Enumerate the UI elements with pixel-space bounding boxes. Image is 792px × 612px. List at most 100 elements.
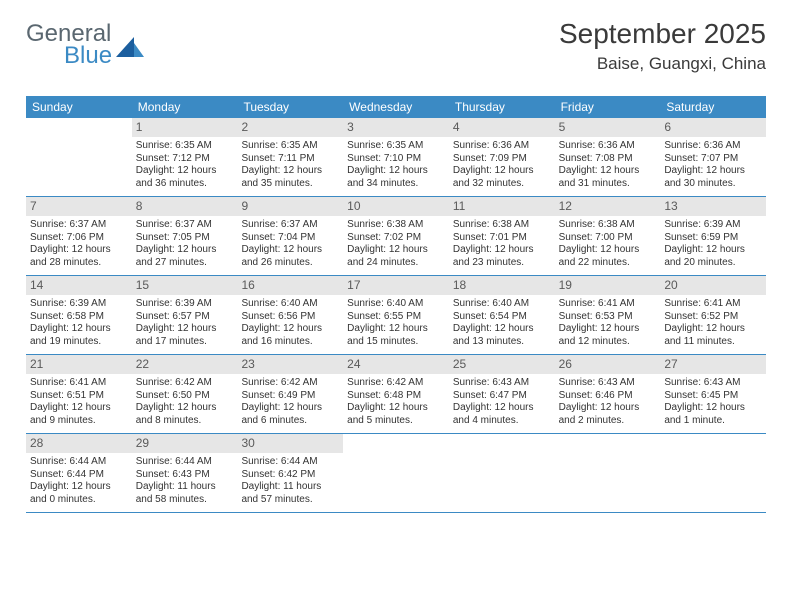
sunset-line: Sunset: 7:02 PM [347, 232, 445, 245]
day-cell: 10Sunrise: 6:38 AMSunset: 7:02 PMDayligh… [343, 197, 449, 275]
day-cell: 22Sunrise: 6:42 AMSunset: 6:50 PMDayligh… [132, 355, 238, 433]
day-cell: 19Sunrise: 6:41 AMSunset: 6:53 PMDayligh… [555, 276, 661, 354]
daylight-line: Daylight: 12 hours and 28 minutes. [30, 244, 128, 269]
day-cell: 16Sunrise: 6:40 AMSunset: 6:56 PMDayligh… [237, 276, 343, 354]
sunset-line: Sunset: 7:01 PM [453, 232, 551, 245]
sunrise-line: Sunrise: 6:43 AM [664, 377, 762, 390]
sunset-line: Sunset: 6:54 PM [453, 311, 551, 324]
daylight-line: Daylight: 11 hours and 57 minutes. [241, 481, 339, 506]
daylight-line: Daylight: 12 hours and 23 minutes. [453, 244, 551, 269]
day-number: 18 [449, 276, 555, 295]
day-cell [26, 118, 132, 196]
day-number: 4 [449, 118, 555, 137]
day-number: 23 [237, 355, 343, 374]
day-number: 26 [555, 355, 661, 374]
day-cell: 20 Sunrise: 6:41 AMSunset: 6:52 PMDayligh… [660, 276, 766, 354]
week-row: 1Sunrise: 6:35 AMSunset: 7:12 PMDaylight… [26, 118, 766, 197]
day-number: 20 [660, 276, 766, 295]
day-number: 6 [660, 118, 766, 137]
day-number: 7 [26, 197, 132, 216]
sunset-line: Sunset: 6:50 PM [136, 390, 234, 403]
day-number: 5 [555, 118, 661, 137]
sunset-line: Sunset: 6:49 PM [241, 390, 339, 403]
sunset-line: Sunset: 6:52 PM [664, 311, 762, 324]
day-cell: 4 Sunrise: 6:36 AMSunset: 7:09 PMDaylight… [449, 118, 555, 196]
sunrise-line: Sunrise: 6:41 AM [664, 298, 762, 311]
daylight-line: Daylight: 12 hours and 30 minutes. [664, 165, 762, 190]
sunset-line: Sunset: 7:08 PM [559, 153, 657, 166]
dow-header: Sunday Monday Tuesday Wednesday Thursday… [26, 96, 766, 118]
sunset-line: Sunset: 7:09 PM [453, 153, 551, 166]
day-number [555, 434, 661, 438]
sunset-line: Sunset: 7:04 PM [241, 232, 339, 245]
location: Baise, Guangxi, China [559, 54, 766, 74]
day-cell [449, 434, 555, 512]
sunrise-line: Sunrise: 6:38 AM [347, 219, 445, 232]
dow-wednesday: Wednesday [343, 96, 449, 118]
day-number: 17 [343, 276, 449, 295]
daylight-line: Daylight: 12 hours and 8 minutes. [136, 402, 234, 427]
sunrise-line: Sunrise: 6:36 AM [453, 140, 551, 153]
week-row: 21Sunrise: 6:41 AMSunset: 6:51 PMDayligh… [26, 355, 766, 434]
sunrise-line: Sunrise: 6:37 AM [241, 219, 339, 232]
day-number: 2 [237, 118, 343, 137]
sunset-line: Sunset: 6:42 PM [241, 469, 339, 482]
dow-monday: Monday [132, 96, 238, 118]
day-number: 13 [660, 197, 766, 216]
day-cell: 21Sunrise: 6:41 AMSunset: 6:51 PMDayligh… [26, 355, 132, 433]
daylight-line: Daylight: 12 hours and 11 minutes. [664, 323, 762, 348]
day-cell: 17 Sunrise: 6:40 AMSunset: 6:55 PMDayligh… [343, 276, 449, 354]
sunrise-line: Sunrise: 6:39 AM [30, 298, 128, 311]
day-cell: 28Sunrise: 6:44 AMSunset: 6:44 PMDayligh… [26, 434, 132, 512]
sunrise-line: Sunrise: 6:38 AM [559, 219, 657, 232]
sunset-line: Sunset: 6:58 PM [30, 311, 128, 324]
sunrise-line: Sunrise: 6:43 AM [453, 377, 551, 390]
sunset-line: Sunset: 6:55 PM [347, 311, 445, 324]
daylight-line: Daylight: 12 hours and 15 minutes. [347, 323, 445, 348]
daylight-line: Daylight: 12 hours and 32 minutes. [453, 165, 551, 190]
daylight-line: Daylight: 12 hours and 4 minutes. [453, 402, 551, 427]
day-number: 25 [449, 355, 555, 374]
sunrise-line: Sunrise: 6:35 AM [241, 140, 339, 153]
day-number: 8 [132, 197, 238, 216]
day-cell: 25Sunrise: 6:43 AMSunset: 6:47 PMDayligh… [449, 355, 555, 433]
daylight-line: Daylight: 12 hours and 27 minutes. [136, 244, 234, 269]
dow-friday: Friday [555, 96, 661, 118]
day-number [449, 434, 555, 438]
sunrise-line: Sunrise: 6:40 AM [347, 298, 445, 311]
sunrise-line: Sunrise: 6:36 AM [559, 140, 657, 153]
day-number [660, 434, 766, 438]
sunset-line: Sunset: 6:59 PM [664, 232, 762, 245]
day-cell [343, 434, 449, 512]
day-number [26, 118, 132, 122]
day-cell: 18Sunrise: 6:40 AMSunset: 6:54 PMDayligh… [449, 276, 555, 354]
daylight-line: Daylight: 12 hours and 13 minutes. [453, 323, 551, 348]
day-cell: 24Sunrise: 6:42 AMSunset: 6:48 PMDayligh… [343, 355, 449, 433]
sunset-line: Sunset: 6:48 PM [347, 390, 445, 403]
day-cell: 13Sunrise: 6:39 AMSunset: 6:59 PMDayligh… [660, 197, 766, 275]
week-row: 28Sunrise: 6:44 AMSunset: 6:44 PMDayligh… [26, 434, 766, 513]
day-cell: 26Sunrise: 6:43 AMSunset: 6:46 PMDayligh… [555, 355, 661, 433]
sunrise-line: Sunrise: 6:41 AM [30, 377, 128, 390]
day-cell: 5Sunrise: 6:36 AMSunset: 7:08 PMDaylight… [555, 118, 661, 196]
day-number: 24 [343, 355, 449, 374]
logo-triangle-icon [116, 37, 144, 57]
sunset-line: Sunset: 7:05 PM [136, 232, 234, 245]
sunrise-line: Sunrise: 6:37 AM [30, 219, 128, 232]
daylight-line: Daylight: 12 hours and 20 minutes. [664, 244, 762, 269]
day-number: 14 [26, 276, 132, 295]
daylight-line: Daylight: 12 hours and 6 minutes. [241, 402, 339, 427]
daylight-line: Daylight: 11 hours and 58 minutes. [136, 481, 234, 506]
day-number: 11 [449, 197, 555, 216]
dow-tuesday: Tuesday [237, 96, 343, 118]
day-cell: 2Sunrise: 6:35 AMSunset: 7:11 PMDaylight… [237, 118, 343, 196]
logo: General Blue [26, 18, 144, 68]
sunrise-line: Sunrise: 6:44 AM [241, 456, 339, 469]
daylight-line: Daylight: 12 hours and 34 minutes. [347, 165, 445, 190]
day-number: 22 [132, 355, 238, 374]
day-cell: 14Sunrise: 6:39 AMSunset: 6:58 PMDayligh… [26, 276, 132, 354]
daylight-line: Daylight: 12 hours and 0 minutes. [30, 481, 128, 506]
daylight-line: Daylight: 12 hours and 24 minutes. [347, 244, 445, 269]
sunrise-line: Sunrise: 6:44 AM [30, 456, 128, 469]
day-number: 16 [237, 276, 343, 295]
